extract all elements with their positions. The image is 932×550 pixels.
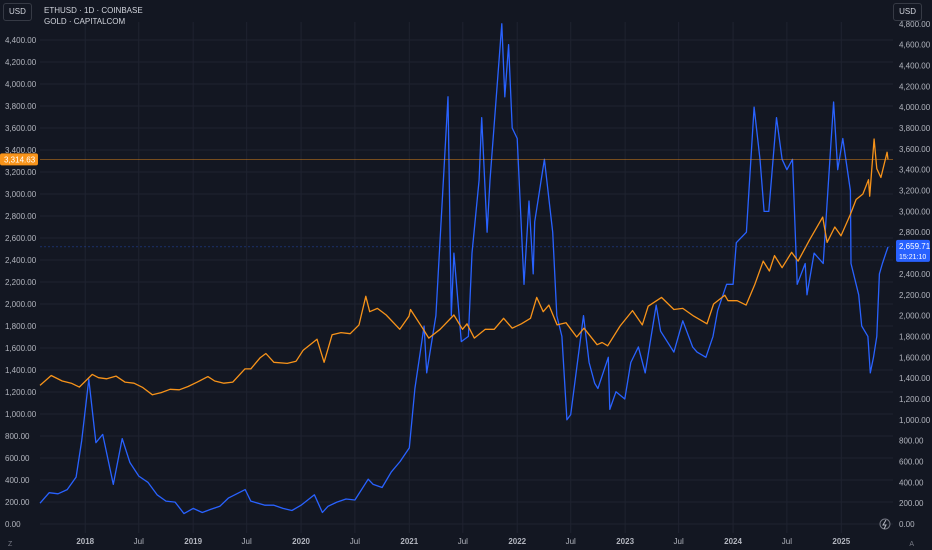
x-tick-label: 2021	[400, 537, 418, 546]
right-tick-label: 3,200.00	[899, 187, 931, 196]
series-legend: ETHUSD · 1D · COINBASE GOLD · CAPITALCOM	[44, 5, 143, 27]
right-tick-label: 1,200.00	[899, 395, 931, 404]
right-tick-label: 4,200.00	[899, 82, 931, 91]
x-tick-label: 2022	[508, 537, 526, 546]
right-tick-label: 400.00	[899, 478, 924, 487]
right-tick-label: 800.00	[899, 437, 924, 446]
right-tick-label: 3,000.00	[899, 207, 931, 216]
right-tick-label: 200.00	[899, 499, 924, 508]
left-tick-label: 2,000.00	[5, 300, 37, 309]
left-tick-label: 600.00	[5, 454, 30, 463]
gold-price-line	[39, 138, 889, 396]
left-currency-button[interactable]: USD	[3, 3, 32, 21]
left-tick-label: 3,400.00	[5, 146, 37, 155]
right-tick-label: 4,600.00	[899, 41, 931, 50]
right-tick-label: 3,800.00	[899, 124, 931, 133]
right-tick-label: 4,000.00	[899, 103, 931, 112]
right-scale-button[interactable]: A	[909, 541, 914, 548]
x-tick-label: 2019	[184, 537, 202, 546]
left-tick-label: 4,000.00	[5, 80, 37, 89]
eth-price-tag	[896, 239, 930, 262]
left-tick-label: 1,400.00	[5, 366, 37, 375]
left-tick-label: 3,000.00	[5, 190, 37, 199]
left-tick-label: 2,600.00	[5, 234, 37, 243]
x-tick-label: 2020	[292, 537, 310, 546]
x-tick-label: 2018	[76, 537, 94, 546]
x-tick-label: Jul	[674, 537, 684, 546]
left-tick-label: 3,200.00	[5, 168, 37, 177]
x-tick-label: Jul	[458, 537, 468, 546]
x-tick-label: Jul	[350, 537, 360, 546]
left-tick-label: 1,600.00	[5, 344, 37, 353]
left-tick-label: 2,800.00	[5, 212, 37, 221]
x-tick-label: Jul	[566, 537, 576, 546]
right-tick-label: 2,800.00	[899, 228, 931, 237]
left-tick-label: 1,800.00	[5, 322, 37, 331]
gold-price-tag	[0, 153, 38, 166]
left-tick-label: 800.00	[5, 432, 30, 441]
left-scale-button[interactable]: Z	[8, 541, 13, 548]
left-tick-label: 1,200.00	[5, 388, 37, 397]
right-tick-label: 2,200.00	[899, 291, 931, 300]
right-tick-label: 3,400.00	[899, 166, 931, 175]
right-tick-label: 2,000.00	[899, 312, 931, 321]
right-tick-label: 4,400.00	[899, 62, 931, 71]
left-tick-label: 2,400.00	[5, 256, 37, 265]
series-layer	[39, 23, 889, 515]
x-tick-label: 2023	[616, 537, 634, 546]
left-tick-label: 3,600.00	[5, 124, 37, 133]
left-tick-label: 0.00	[5, 520, 21, 529]
legend-gold[interactable]: GOLD · CAPITALCOM	[44, 17, 126, 26]
axes: 4,400.00 4,200.00 4,000.00 3,800.00 3,600.00…	[5, 20, 931, 546]
right-tick-label: 1,600.00	[899, 353, 931, 362]
right-currency-button[interactable]: USD	[893, 3, 922, 21]
eth-price-line	[39, 23, 889, 515]
left-tick-label: 1,000.00	[5, 410, 37, 419]
right-tick-label: 1,400.00	[899, 374, 931, 383]
left-tick-label: 4,200.00	[5, 58, 37, 67]
right-tick-label: 600.00	[899, 457, 924, 466]
left-tick-label: 400.00	[5, 476, 30, 485]
right-tick-label: 2,400.00	[899, 270, 931, 279]
right-tick-label: 1,800.00	[899, 332, 931, 341]
right-tick-label: 1,000.00	[899, 416, 931, 425]
left-tick-label: 4,400.00	[5, 36, 37, 45]
x-tick-label: 2024	[724, 537, 742, 546]
eth-price-tag-text: 2,659.71	[899, 242, 931, 251]
right-tick-label: 4,800.00	[899, 20, 931, 29]
right-tick-label: 0.00	[899, 520, 915, 529]
left-tick-label: 3,800.00	[5, 102, 37, 111]
gold-price-tag-text: 3,314.63	[4, 155, 36, 164]
price-labels: 3,314.63 2,659.71 15:21:10	[0, 153, 931, 530]
x-tick-label: Jul	[782, 537, 792, 546]
eth-countdown-text: 15:21:10	[899, 254, 926, 261]
right-tick-label: 3,600.00	[899, 145, 931, 154]
x-tick-label: Jul	[242, 537, 252, 546]
lightning-icon[interactable]	[879, 518, 891, 530]
legend-eth[interactable]: ETHUSD · 1D · COINBASE	[44, 6, 143, 15]
x-tick-label: 2025	[832, 537, 850, 546]
x-tick-label: Jul	[134, 537, 144, 546]
left-tick-label: 200.00	[5, 498, 30, 507]
left-tick-label: 2,200.00	[5, 278, 37, 287]
grid-lines	[40, 22, 893, 533]
